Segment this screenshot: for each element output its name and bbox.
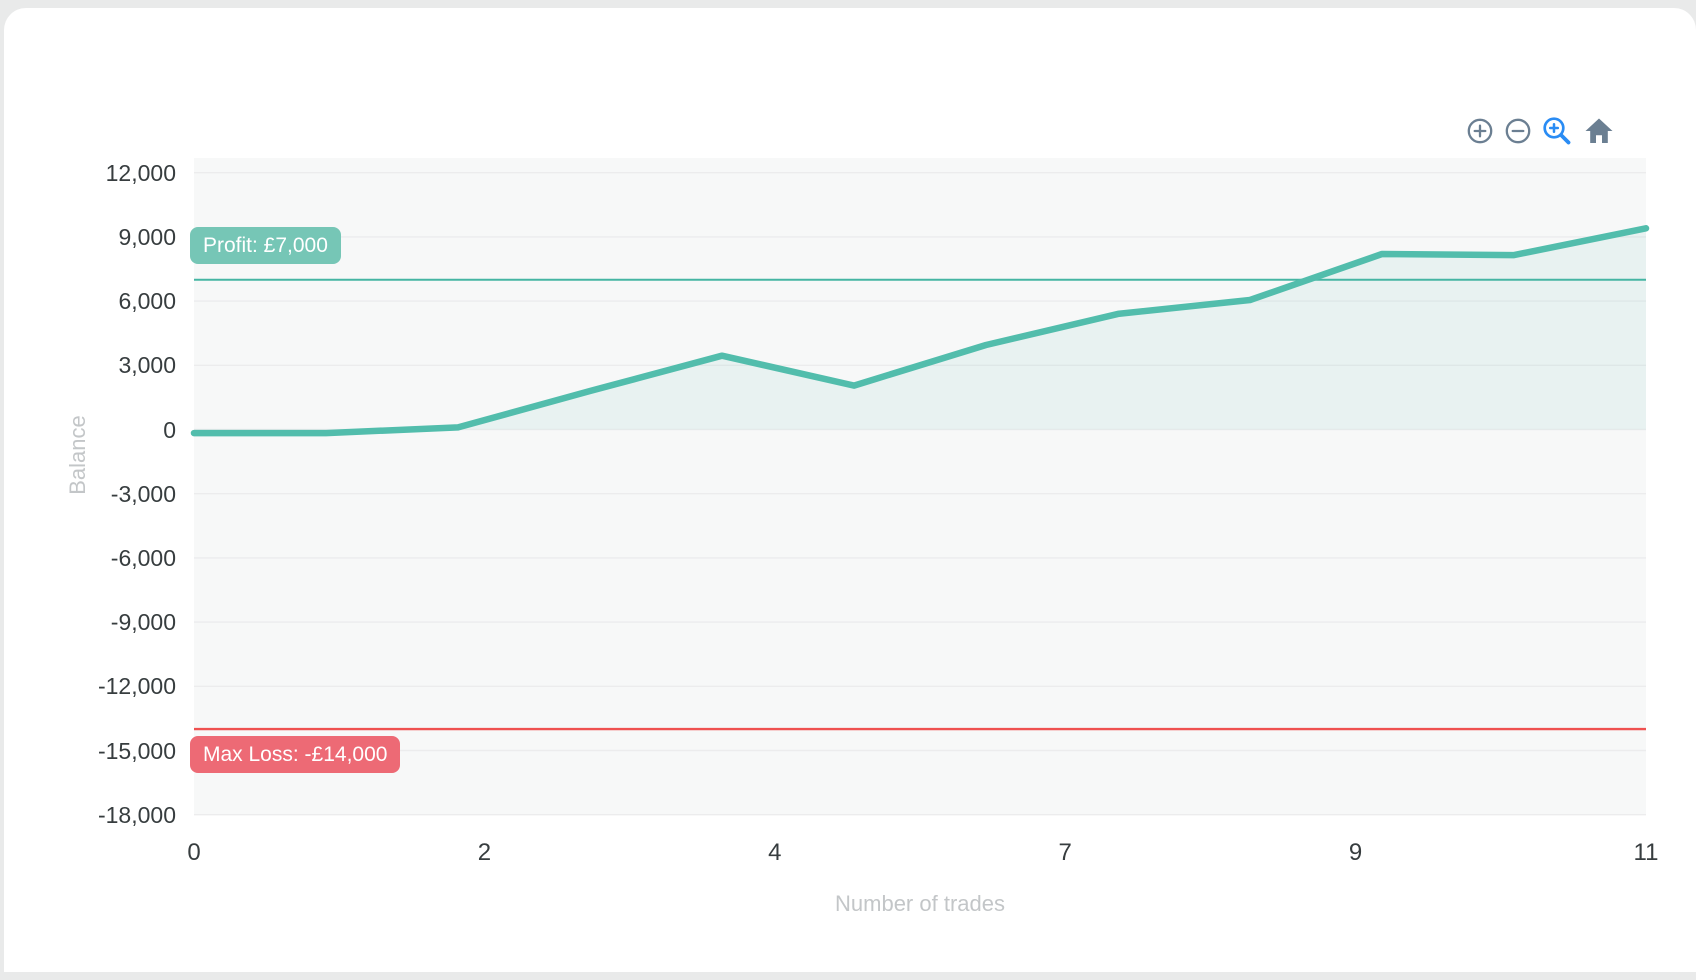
chart-canvas[interactable]: [4, 8, 1696, 980]
x-tick-label: 4: [768, 839, 782, 866]
y-tick-label: 12,000: [105, 159, 176, 186]
y-tick-label: 3,000: [118, 352, 176, 379]
x-tick-label: 2: [477, 839, 492, 866]
y-tick-label: -15,000: [97, 737, 176, 764]
zoom-in-button[interactable]: [1465, 115, 1495, 147]
x-tick-label: 11: [1633, 839, 1659, 866]
y-axis-title: Balance: [65, 415, 90, 495]
home-reset-button[interactable]: [1581, 115, 1617, 147]
home-icon: [1585, 118, 1613, 143]
y-tick-label: -6,000: [110, 544, 176, 571]
y-tick-label: -12,000: [97, 673, 176, 700]
selection-zoom-icon: [1543, 117, 1571, 145]
y-tick-label: -18,000: [97, 801, 176, 828]
x-axis-title: Number of trades: [835, 891, 1005, 916]
y-tick-label: 0: [163, 416, 176, 443]
chart-toolbar: [1465, 114, 1617, 148]
x-tick-label: 0: [187, 839, 201, 866]
x-tick-label: 7: [1058, 839, 1072, 866]
plot-background: [194, 158, 1646, 814]
x-tick-label: 9: [1348, 839, 1363, 866]
balance-line: [190, 225, 1650, 437]
y-tick-label: -3,000: [110, 480, 176, 507]
zoom-out-button[interactable]: [1503, 115, 1533, 147]
balance-area-fill: [194, 228, 1646, 434]
gridlines: [194, 171, 1646, 816]
selection-zoom-button[interactable]: [1541, 115, 1573, 147]
zoom-out-icon: [1505, 118, 1531, 144]
y-tick-label: -9,000: [110, 609, 176, 636]
chart-card: 12,000 9,000 6,000 3,000 0 -3,000 -6,000 -9,000…: [4, 8, 1696, 972]
max-loss-annotation-badge: Max Loss: -£14,000: [190, 736, 401, 774]
zoom-in-icon: [1467, 118, 1493, 144]
y-tick-label: 9,000: [118, 223, 176, 250]
profit-annotation-badge: Profit: £7,000: [190, 226, 341, 264]
y-tick-label: 6,000: [118, 288, 176, 315]
